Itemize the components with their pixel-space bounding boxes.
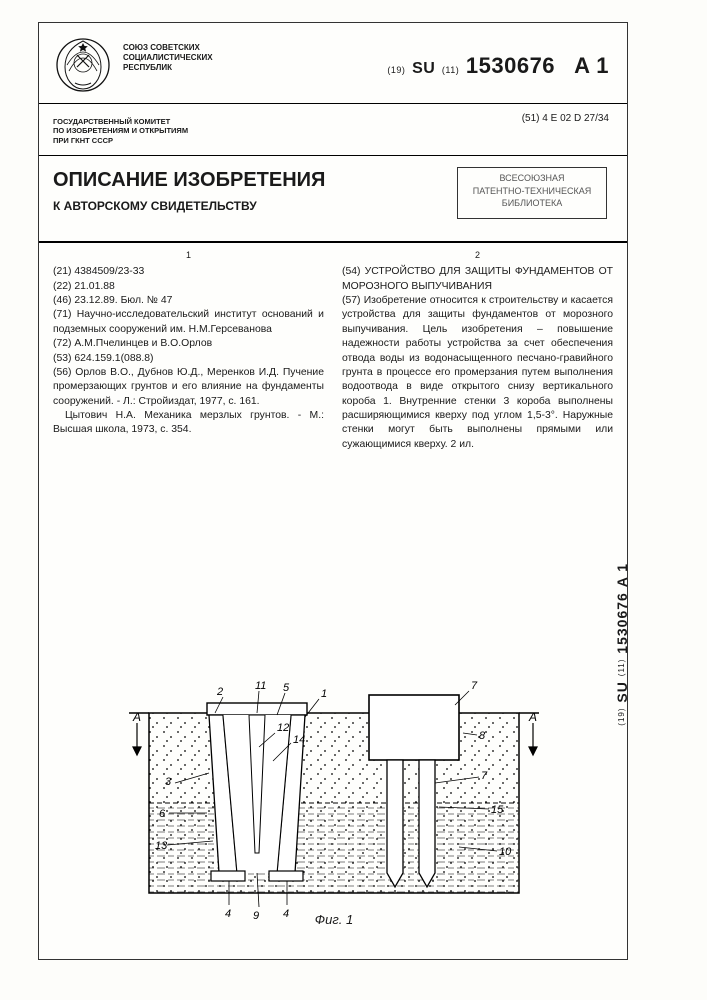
svg-text:13: 13 bbox=[155, 840, 168, 852]
svg-text:A: A bbox=[132, 710, 141, 724]
code-number: 1530676 bbox=[466, 53, 555, 78]
side-number: 1530676 bbox=[614, 592, 630, 654]
field-46: (46) 23.12.89. Бюл. № 47 bbox=[53, 294, 324, 308]
ussr-emblem-icon bbox=[53, 35, 113, 95]
figure-1: A A 2 bbox=[119, 673, 549, 933]
ipc-classifier: (51) 4 E 02 D 27/34 bbox=[522, 113, 609, 124]
committee-line: ПО ИЗОБРЕТЕНИЯМ И ОТКРЫТИЯМ bbox=[53, 126, 188, 135]
svg-text:8: 8 bbox=[479, 730, 486, 742]
stamp-line: ПАТЕНТНО-ТЕХНИЧЕСКАЯ bbox=[462, 185, 602, 198]
column-number: 1 bbox=[53, 249, 324, 261]
svg-text:15: 15 bbox=[491, 804, 504, 816]
svg-text:12: 12 bbox=[277, 722, 289, 734]
svg-text:14: 14 bbox=[293, 734, 305, 746]
document-code: (19) SU (11) 1530676 A 1 bbox=[387, 53, 609, 79]
side-document-code: (19) SU (11) 1530676 A 1 bbox=[614, 563, 630, 726]
committee-line: ГОСУДАРСТВЕННЫЙ КОМИТЕТ bbox=[53, 117, 188, 126]
side-su: SU bbox=[614, 681, 630, 702]
side-prefix: (19) bbox=[617, 707, 626, 725]
code-mid: (11) bbox=[442, 65, 459, 75]
svg-text:4: 4 bbox=[283, 908, 289, 920]
svg-text:2: 2 bbox=[216, 686, 223, 698]
side-mid: (11) bbox=[617, 659, 626, 677]
field-56: (56) Орлов В.О., Дубнов Ю.Д., Меренков И… bbox=[53, 366, 324, 409]
column-left: 1 (21) 4384509/23-33 (22) 21.01.88 (46) … bbox=[53, 249, 324, 452]
document-subtitle: К АВТОРСКОМУ СВИДЕТЕЛЬСТВУ bbox=[53, 199, 257, 213]
svg-text:4: 4 bbox=[225, 908, 231, 920]
divider bbox=[39, 103, 627, 104]
ussr-line: СОЦИАЛИСТИЧЕСКИХ bbox=[123, 53, 213, 63]
library-stamp: ВСЕСОЮЗНАЯ ПАТЕНТНО-ТЕХНИЧЕСКАЯ БИБЛИОТЕ… bbox=[457, 167, 607, 219]
stamp-line: БИБЛИОТЕКА bbox=[462, 197, 602, 210]
svg-text:1: 1 bbox=[321, 688, 327, 700]
field-57: (57) Изобретение относится к строительст… bbox=[342, 294, 613, 452]
field-53: (53) 624.159.1(088.8) bbox=[53, 352, 324, 366]
column-right: 2 (54) УСТРОЙСТВО ДЛЯ ЗАЩИТЫ ФУНДАМЕНТОВ… bbox=[342, 249, 613, 452]
svg-text:3: 3 bbox=[165, 776, 172, 788]
field-71: (71) Научно-исследовательский институт о… bbox=[53, 308, 324, 337]
field-54: (54) УСТРОЙСТВО ДЛЯ ЗАЩИТЫ ФУНДАМЕНТОВ О… bbox=[342, 265, 613, 294]
header: СОЮЗ СОВЕТСКИХ СОЦИАЛИСТИЧЕСКИХ РЕСПУБЛИ… bbox=[39, 23, 627, 243]
svg-text:A: A bbox=[528, 710, 537, 724]
divider bbox=[39, 155, 627, 156]
field-22: (22) 21.01.88 bbox=[53, 280, 324, 294]
column-number: 2 bbox=[342, 249, 613, 261]
svg-text:11: 11 bbox=[255, 680, 266, 692]
svg-text:9: 9 bbox=[253, 910, 259, 922]
code-suffix: A 1 bbox=[574, 53, 609, 78]
svg-text:5: 5 bbox=[283, 682, 290, 694]
svg-text:6: 6 bbox=[159, 808, 166, 820]
stamp-line: ВСЕСОЮЗНАЯ bbox=[462, 172, 602, 185]
committee-line: ПРИ ГКНТ СССР bbox=[53, 136, 188, 145]
ussr-line: СОЮЗ СОВЕТСКИХ bbox=[123, 43, 213, 53]
ussr-name: СОЮЗ СОВЕТСКИХ СОЦИАЛИСТИЧЕСКИХ РЕСПУБЛИ… bbox=[123, 43, 213, 73]
document-title: ОПИСАНИЕ ИЗОБРЕТЕНИЯ bbox=[53, 169, 325, 192]
patent-page: СОЮЗ СОВЕТСКИХ СОЦИАЛИСТИЧЕСКИХ РЕСПУБЛИ… bbox=[38, 22, 628, 960]
field-72: (72) А.М.Пчелинцев и В.О.Орлов bbox=[53, 337, 324, 351]
committee: ГОСУДАРСТВЕННЫЙ КОМИТЕТ ПО ИЗОБРЕТЕНИЯМ … bbox=[53, 117, 188, 145]
body-columns: 1 (21) 4384509/23-33 (22) 21.01.88 (46) … bbox=[53, 249, 613, 452]
side-suffix: A 1 bbox=[614, 563, 630, 587]
code-prefix: (19) bbox=[387, 65, 405, 75]
reference: Цытович Н.А. Механика мерзлых грунтов. -… bbox=[53, 409, 324, 438]
svg-text:7: 7 bbox=[481, 770, 488, 782]
ussr-line: РЕСПУБЛИК bbox=[123, 63, 213, 73]
code-su: SU bbox=[412, 60, 435, 77]
field-21: (21) 4384509/23-33 bbox=[53, 265, 324, 279]
svg-text:10: 10 bbox=[499, 846, 512, 858]
svg-text:7: 7 bbox=[471, 680, 478, 692]
figure-caption: Фиг. 1 bbox=[315, 912, 353, 927]
